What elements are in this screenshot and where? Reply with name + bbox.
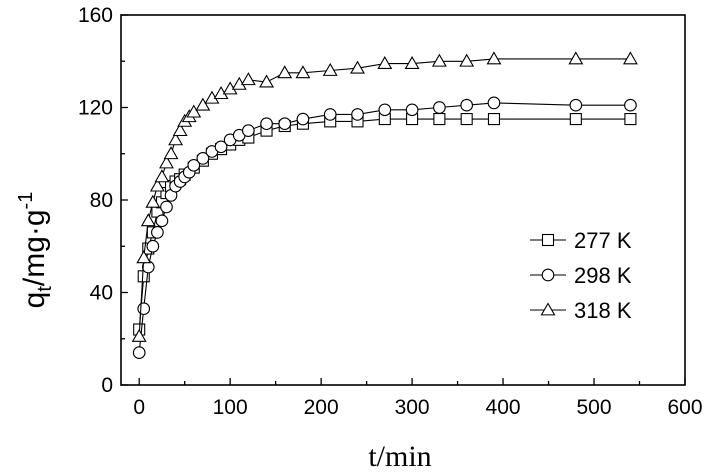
data-point — [278, 117, 292, 131]
data-point — [350, 60, 365, 74]
legend-item: 318 K — [530, 298, 632, 323]
data-point — [296, 112, 310, 126]
data-point — [259, 74, 274, 88]
data-point — [214, 140, 228, 154]
y-tick-label: 160 — [78, 4, 113, 27]
series-triangle — [131, 51, 638, 342]
data-point — [186, 104, 202, 118]
y-tick-label: 0 — [101, 374, 113, 397]
data-point — [155, 214, 169, 228]
data-point — [295, 65, 311, 79]
data-point — [433, 113, 446, 126]
y-tick-label: 40 — [90, 282, 113, 305]
data-point — [624, 113, 637, 126]
data-point — [149, 178, 165, 192]
data-point — [378, 103, 392, 117]
data-point — [132, 346, 146, 359]
data-point — [168, 132, 184, 146]
data-point — [323, 108, 337, 121]
data-point — [405, 103, 419, 117]
data-point — [140, 213, 156, 227]
data-point — [277, 65, 293, 79]
legend-marker — [540, 302, 556, 316]
data-point — [460, 98, 474, 112]
x-tick-label: 100 — [213, 396, 248, 419]
data-point — [404, 55, 420, 69]
y-axis-title-subscript: t — [34, 286, 56, 292]
x-tick-label: 200 — [304, 396, 339, 419]
data-point — [151, 226, 164, 239]
series-circle — [132, 96, 637, 359]
data-point — [160, 200, 173, 214]
y-tick-label: 120 — [78, 97, 113, 120]
plot-border — [120, 14, 686, 386]
legend-label: 277 K — [574, 228, 632, 253]
data-point — [146, 239, 160, 253]
data-point — [569, 98, 583, 112]
x-tick-label: 500 — [577, 396, 612, 419]
x-tick-label: 0 — [133, 396, 145, 419]
y-axis-ticks: 0 40 80 120 160 — [78, 4, 128, 397]
legend-marker — [541, 268, 555, 282]
legend-item: 298 K — [530, 263, 632, 288]
data-point — [460, 113, 473, 126]
legend-label: 298 K — [574, 263, 632, 288]
y-axis-title: qt/mg·g-1 — [15, 192, 56, 309]
data-point — [145, 194, 161, 208]
y-tick-label: 80 — [90, 189, 113, 212]
data-point — [624, 98, 637, 112]
legend-item: 277 K — [530, 228, 632, 253]
data-point — [136, 250, 152, 264]
data-point — [622, 51, 638, 65]
plot-frame — [120, 14, 686, 386]
data-point — [322, 62, 338, 76]
data-point — [486, 51, 502, 65]
x-tick-label: 400 — [486, 396, 521, 419]
data-point — [195, 97, 211, 111]
data-point — [487, 113, 501, 126]
x-tick-label: 600 — [667, 396, 702, 419]
data-point — [569, 113, 582, 126]
data-point — [154, 169, 170, 183]
data-point — [242, 124, 255, 137]
series-layer — [131, 51, 638, 359]
legend: 277 K 298 K 318 K — [530, 228, 632, 323]
y-axis-title-base: q — [18, 292, 51, 309]
data-point — [487, 96, 501, 110]
x-axis-ticks: 0 100 200 300 400 500 600 — [133, 378, 703, 419]
data-point — [433, 101, 446, 114]
x-tick-label: 300 — [395, 396, 430, 419]
data-point — [260, 117, 273, 131]
series-line — [138, 102, 631, 353]
data-point — [137, 302, 151, 316]
data-point — [240, 72, 256, 86]
x-axis-title: t/min — [368, 440, 431, 473]
data-point — [163, 146, 179, 160]
legend-marker — [541, 233, 555, 247]
data-point — [377, 55, 393, 69]
data-point — [459, 53, 475, 67]
data-point — [568, 51, 584, 65]
data-point — [351, 108, 364, 121]
y-axis-title-rest: /mg·g — [18, 209, 51, 286]
y-axis-title-superscript: -1 — [15, 192, 37, 210]
data-point — [172, 123, 188, 137]
data-point — [187, 158, 201, 172]
data-point — [431, 53, 447, 67]
legend-label: 318 K — [574, 298, 632, 323]
data-point — [196, 152, 210, 165]
data-point — [159, 155, 174, 169]
data-point — [131, 328, 147, 342]
